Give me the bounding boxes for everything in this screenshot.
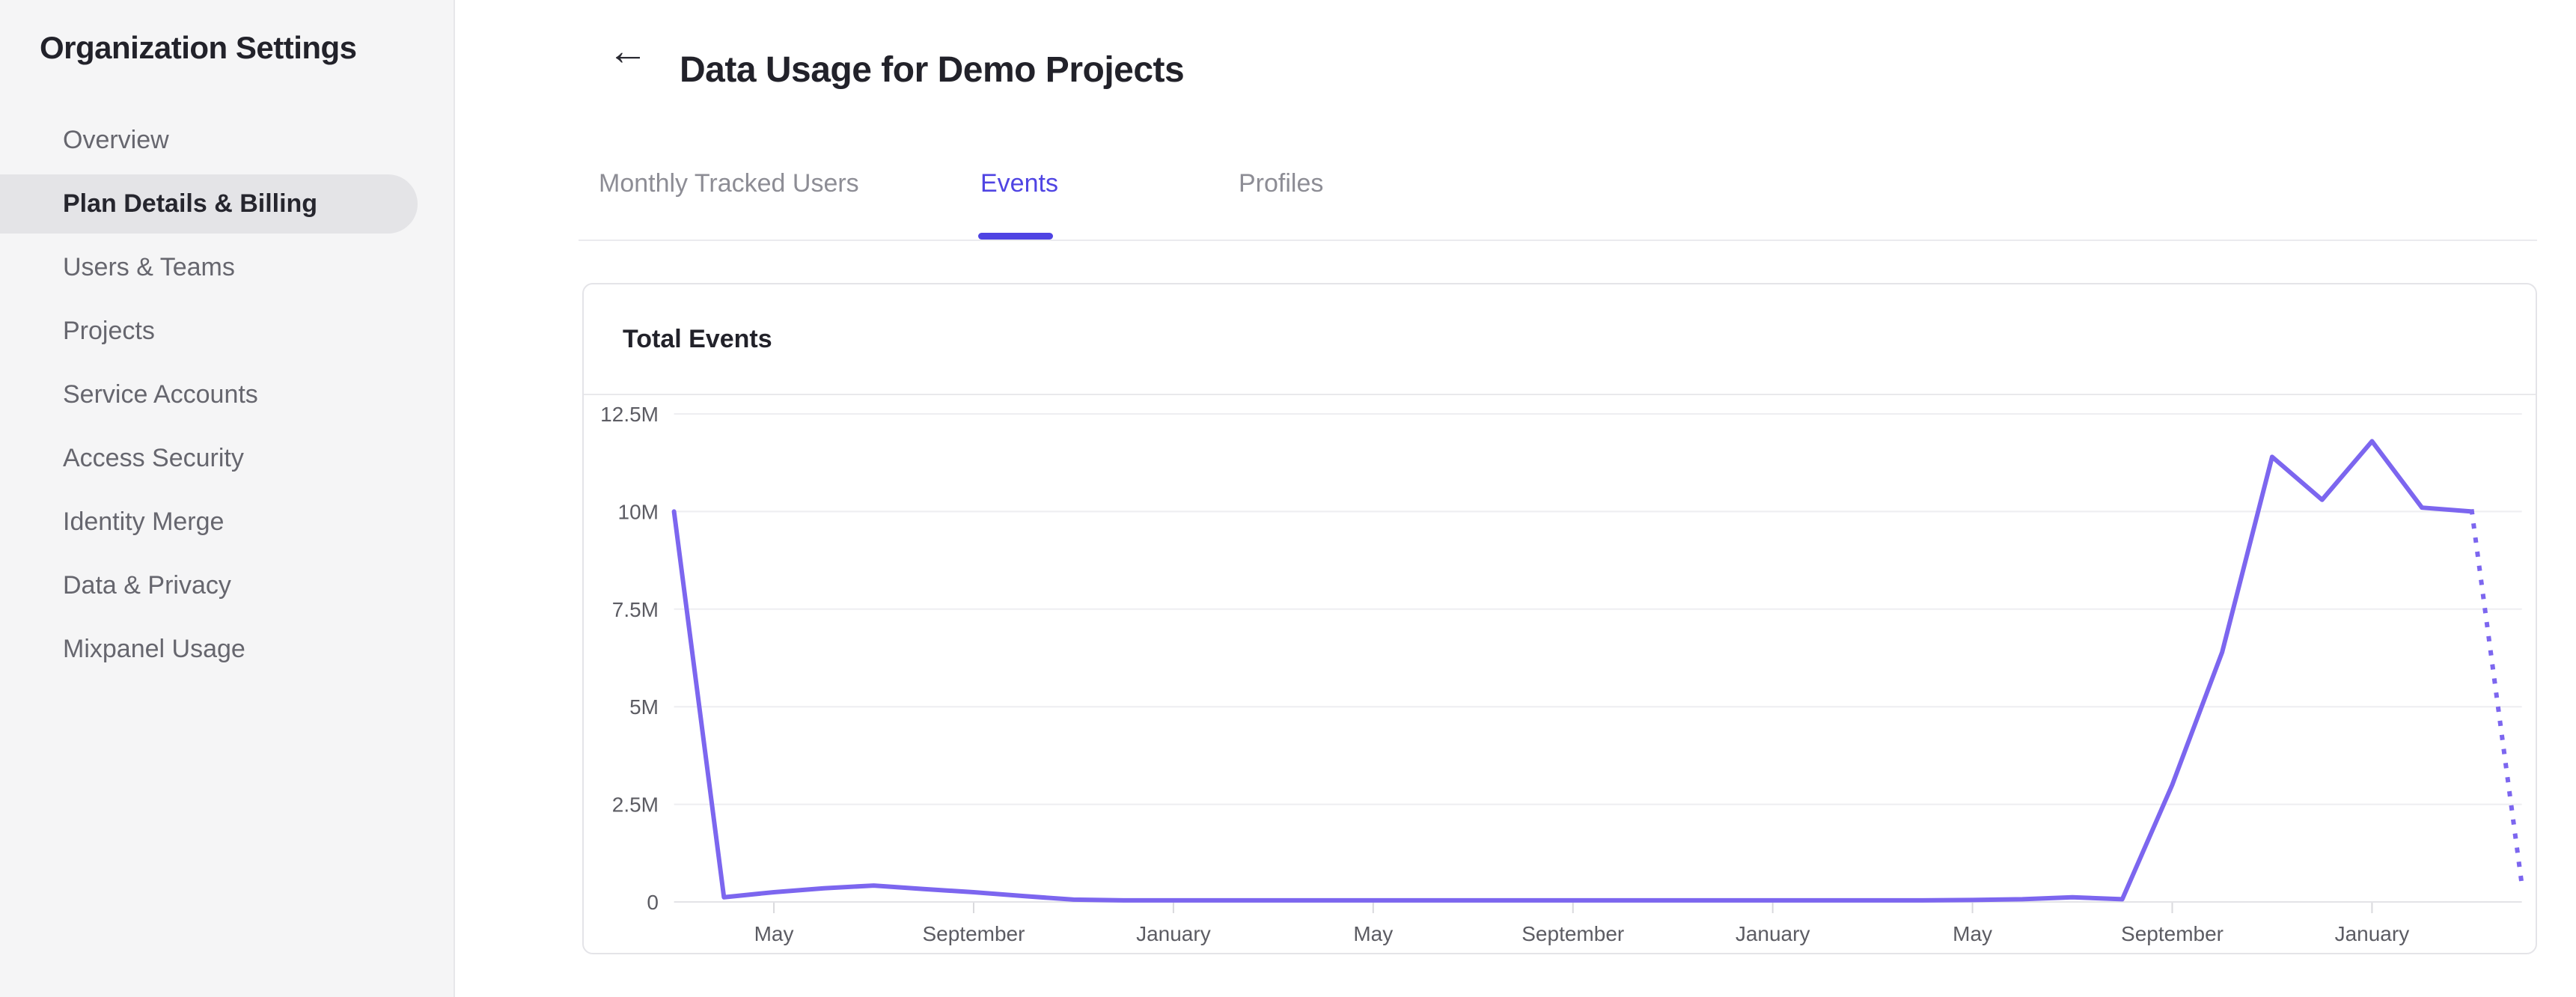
tab-events[interactable]: Events	[980, 169, 1058, 198]
sidebar-item-plan-details-billing[interactable]: Plan Details & Billing	[0, 174, 418, 234]
tab-monthly-tracked-users[interactable]: Monthly Tracked Users	[599, 169, 859, 198]
y-axis-label: 0	[647, 891, 659, 914]
sidebar-item-data-privacy[interactable]: Data & Privacy	[63, 571, 231, 600]
sidebar-item-identity-merge[interactable]: Identity Merge	[63, 507, 225, 536]
y-axis-label: 2.5M	[612, 793, 659, 817]
sidebar: Organization Settings Overview Plan Detai…	[0, 0, 455, 997]
main-content: ← Data Usage for Demo Projects Monthly T…	[455, 0, 2576, 997]
sidebar-nav: Overview Plan Details & Billing Users & Te…	[0, 111, 455, 683]
sidebar-item-overview[interactable]: Overview	[63, 126, 169, 154]
sidebar-item-projects[interactable]: Projects	[63, 317, 155, 345]
card-header: Total Events	[584, 284, 2536, 395]
active-tab-underline	[978, 233, 1053, 240]
x-axis-label: May	[754, 922, 794, 945]
sidebar-item-mixpanel-usage[interactable]: Mixpanel Usage	[63, 635, 245, 663]
y-axis-label: 10M	[618, 500, 659, 523]
x-axis-label: May	[1953, 922, 1992, 945]
total-events-line-chart: 0 2.5M 5M 7.5M 10M 12.5M May September January Ma…	[600, 403, 2524, 945]
x-axis-label: September	[1522, 922, 1624, 945]
total-events-card: Total Events 0 2.5M 5M 7.5M 10M 12.5M May Septe…	[582, 283, 2537, 954]
page-title: Data Usage for Demo Projects	[680, 50, 1185, 91]
x-axis-label: January	[1136, 922, 1211, 945]
sidebar-item-access-security[interactable]: Access Security	[63, 444, 244, 472]
card-title: Total Events	[623, 325, 772, 353]
sidebar-item-users-teams[interactable]: Users & Teams	[63, 253, 235, 281]
back-arrow-icon: ←	[608, 28, 648, 73]
x-axis-label: September	[922, 922, 1025, 945]
y-axis-label: 12.5M	[600, 403, 659, 426]
x-axis-label: September	[2121, 922, 2224, 945]
tab-profiles[interactable]: Profiles	[1239, 169, 1324, 198]
sidebar-title: Organization Settings	[40, 30, 357, 65]
back-button[interactable]: ←	[594, 21, 662, 81]
x-axis-label: January	[1736, 922, 1810, 945]
x-axis-label: May	[1353, 922, 1393, 945]
sidebar-item-service-accounts[interactable]: Service Accounts	[63, 380, 258, 409]
y-axis-label: 5M	[629, 695, 659, 719]
x-axis-label: January	[2335, 922, 2410, 945]
chart-line-dotted	[2469, 509, 2524, 887]
tab-bar: Monthly Tracked Users Events Profiles	[579, 150, 2537, 241]
chart-line-solid	[671, 439, 2474, 903]
y-axis-label: 7.5M	[612, 598, 659, 621]
